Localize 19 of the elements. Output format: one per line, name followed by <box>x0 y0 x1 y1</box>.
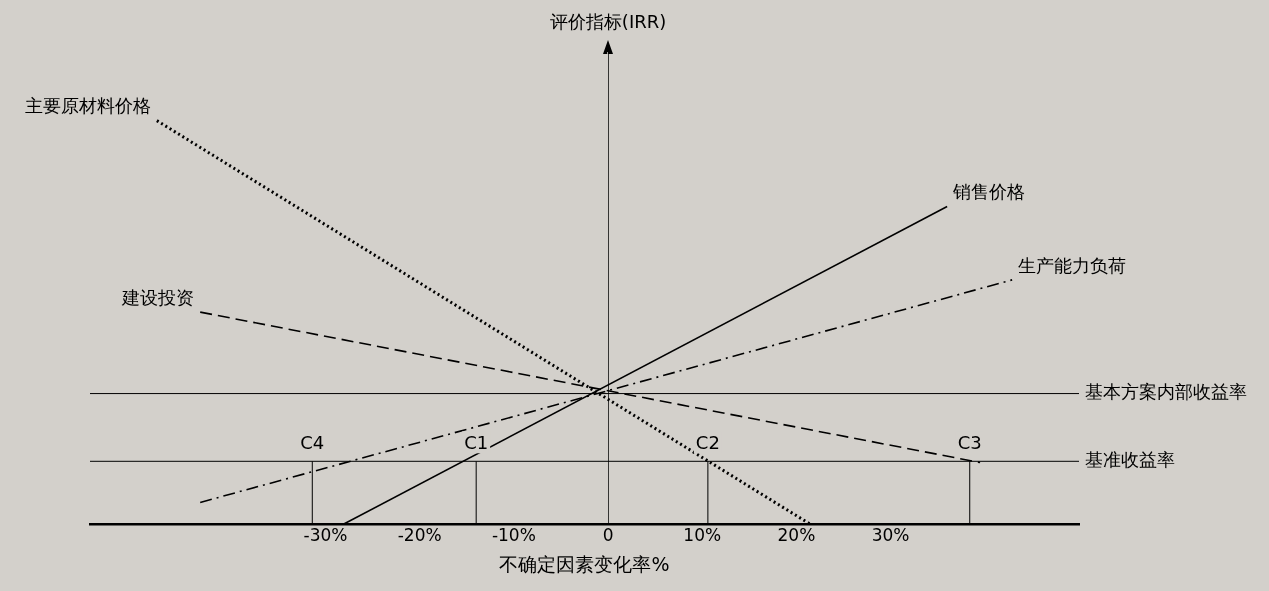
annotation: C4 <box>300 431 325 453</box>
x-tick-label: 30% <box>871 525 910 546</box>
ref-line-label: 基准收益率 <box>1085 448 1175 470</box>
annotation: C3 <box>957 431 982 453</box>
x-tick-label: 10% <box>683 525 722 546</box>
series-label: 生产能力负荷 <box>1018 254 1127 276</box>
series-label: 销售价格 <box>952 181 1026 203</box>
ref-line-label: 基本方案内部收益率 <box>1085 381 1247 403</box>
x-tick-label: -30% <box>303 525 348 546</box>
annotation: C1 <box>464 431 489 453</box>
x-tick-label: -20% <box>397 525 442 546</box>
series-label: 建设投资 <box>121 286 195 308</box>
y-axis-title: 评价指标(IRR) <box>549 10 667 32</box>
x-tick-label: 20% <box>777 525 816 546</box>
x-tick-label: -10% <box>491 525 536 546</box>
x-axis-title: 不确定因素变化率% <box>499 552 670 575</box>
series-label: 主要原材料价格 <box>24 95 151 117</box>
annotation: C2 <box>695 431 720 453</box>
x-tick-label: 0 <box>602 525 614 546</box>
